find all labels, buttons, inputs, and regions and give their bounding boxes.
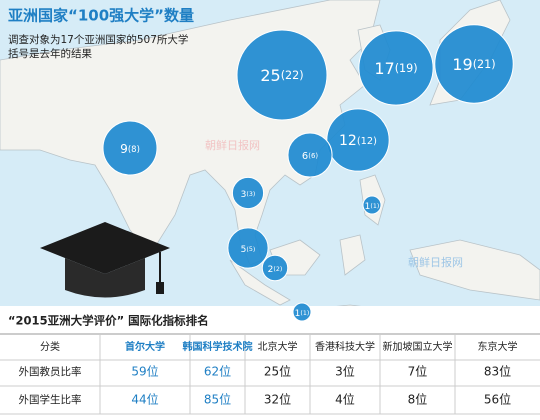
bubble-label: 5(5)	[241, 245, 256, 255]
table-header: 香港科技大学	[315, 340, 375, 353]
bubble-previous: (1)	[370, 203, 379, 210]
bubble	[236, 29, 328, 121]
table-cell: 8位	[408, 392, 428, 407]
bubble-previous: (8)	[128, 145, 140, 155]
bubble-label: 6(6)	[302, 151, 318, 162]
bubble-previous: (2)	[273, 266, 282, 273]
bubble	[434, 24, 514, 104]
table-header: 新加坡国立大学	[383, 340, 453, 353]
bubble-label: 12(12)	[339, 133, 377, 149]
bubble-previous: (3)	[246, 191, 255, 198]
bubble	[261, 254, 289, 282]
watermark: 朝鲜日报网	[205, 138, 260, 152]
bubble-value: 3	[241, 190, 247, 200]
bubble-value: 9	[120, 142, 128, 156]
table-cell: 32位	[264, 392, 291, 407]
bubble-label: 25(22)	[260, 66, 303, 85]
bubble-value: 5	[241, 245, 247, 255]
table: 分类 首尔大学 韩国科学技术院 北京大学 香港科技大学 新加坡国立大学 东京大学外国教员比率…	[0, 333, 540, 415]
table-panel	[0, 306, 540, 420]
bubble	[358, 30, 434, 106]
bubble-previous: (1)	[300, 310, 309, 317]
bubble-previous: (22)	[281, 69, 304, 82]
bubble	[227, 227, 269, 269]
bubble	[231, 176, 265, 210]
bubble-value: 1	[365, 202, 371, 212]
table-cell: 59位	[131, 364, 158, 379]
subtitle: 括号是去年的结果	[8, 47, 92, 60]
bubble-label: 19(21)	[452, 55, 495, 74]
bubble-label: 17(19)	[374, 59, 417, 78]
graduation-cap	[40, 222, 170, 298]
bubbles: 9(8)25(22) 17(19) 19(21)12(12)6(6)3(3)1(1)…	[102, 24, 514, 322]
table-header: 东京大学	[478, 340, 518, 353]
table-cell: 56位	[484, 392, 511, 407]
title: 亚洲国家“100强大学”数量	[8, 7, 194, 25]
bubble	[102, 120, 158, 176]
table-cell: 83位	[484, 364, 511, 379]
bubble-previous: (5)	[246, 246, 255, 253]
bubble-value: 12	[339, 133, 357, 149]
bubble-label: 1(1)	[365, 202, 380, 212]
table-header: 韩国科学技术院	[183, 340, 253, 353]
bubble-label: 2(2)	[268, 265, 283, 275]
table-title: “2015亚洲大学评价” 国际化指标排名	[8, 314, 209, 328]
bubble-value: 6	[302, 151, 308, 162]
table-header: 北京大学	[258, 340, 298, 353]
table-cell: 7位	[408, 364, 428, 379]
table-cell: 3位	[335, 364, 355, 379]
table-cell: 外国教员比率	[19, 365, 82, 378]
bubble-value: 2	[268, 265, 274, 275]
table-header: 首尔大学	[125, 340, 165, 353]
table-cell: 25位	[264, 364, 291, 379]
bubble	[362, 195, 382, 215]
bubble-label: 3(3)	[241, 190, 256, 200]
bubble-previous: (12)	[357, 136, 377, 147]
bubble	[292, 302, 312, 322]
table-cell: 4位	[335, 392, 355, 407]
table-header: 分类	[40, 340, 60, 353]
bubble-label: 9(8)	[120, 142, 140, 156]
bubble-value: 19	[452, 55, 472, 74]
table-cell: 外国学生比率	[19, 393, 82, 406]
bubble-value: 17	[374, 59, 394, 78]
bubble-previous: (21)	[473, 58, 496, 71]
bubble-previous: (6)	[308, 152, 318, 160]
table-cell: 85位	[204, 392, 231, 407]
table-cell: 44位	[131, 392, 158, 407]
bubble	[287, 132, 333, 178]
bubble-value: 1	[295, 309, 301, 319]
bubble-value: 25	[260, 66, 280, 85]
watermark: 朝鲜日报网	[408, 255, 463, 269]
bubble-previous: (19)	[395, 62, 418, 75]
bubble-label: 1(1)	[295, 309, 310, 319]
table-cell: 62位	[204, 364, 231, 379]
subtitle: 调查对象为17个亚洲国家的507所大学	[8, 33, 188, 46]
